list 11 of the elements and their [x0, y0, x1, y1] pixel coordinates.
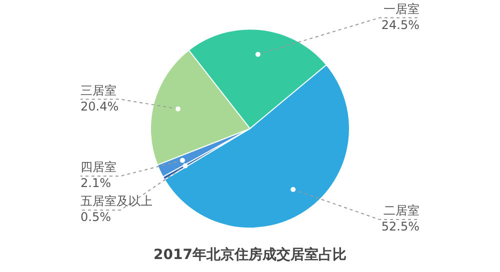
slice-label: 一居室 — [384, 2, 420, 16]
data-label: 24.5% — [381, 18, 420, 32]
data-label: 2.1% — [80, 176, 111, 190]
slice-label: 二居室 — [384, 204, 420, 218]
data-label: 0.5% — [80, 210, 111, 224]
data-label: 20.4% — [80, 99, 119, 114]
slice-label: 三居室 — [80, 83, 116, 98]
slice-label: 四居室 — [80, 160, 116, 174]
data-label: 52.5% — [381, 220, 420, 234]
slice-label: 五居室及以上 — [80, 194, 152, 208]
text: 2017年北京住房成交居室占比 — [154, 246, 346, 264]
